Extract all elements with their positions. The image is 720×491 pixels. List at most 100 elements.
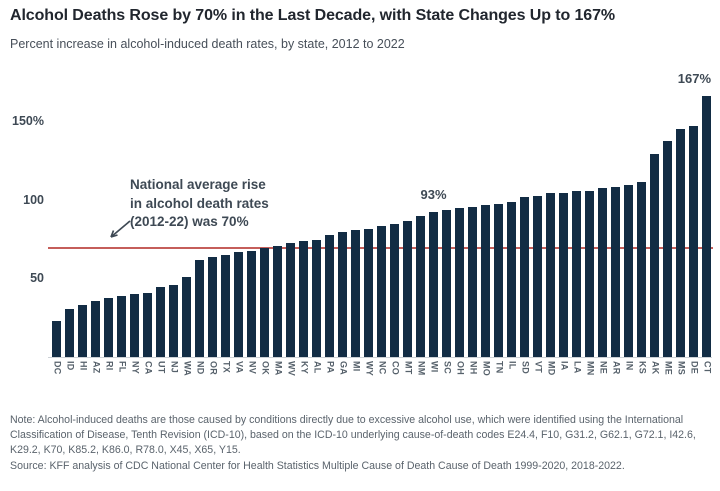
bar-CA (143, 292, 152, 357)
bar-DC (52, 321, 61, 357)
bar-MI (351, 230, 360, 357)
x-axis-label-WV: WV (286, 361, 297, 377)
bar-SC (442, 210, 451, 357)
x-axis-label-DC: DC (52, 361, 63, 375)
bar-IN (624, 184, 633, 357)
plot-area: 93% 167% (48, 71, 713, 357)
bar-NY (130, 294, 139, 357)
y-axis-tick-50: 50 (30, 270, 44, 285)
y-axis-tick-100: 100 (23, 192, 44, 207)
y-axis-tick-150: 150% (12, 114, 44, 129)
x-axis-label-CO: CO (390, 361, 401, 376)
bar-value-label-CT: 167% (677, 70, 711, 86)
x-axis-label-MT: MT (403, 361, 414, 375)
x-axis-label-NV: NV (247, 361, 258, 375)
bar-ID (65, 308, 74, 357)
x-axis-label-NH: NH (468, 361, 479, 375)
x-axis-line (48, 357, 712, 358)
bar-WY (364, 228, 373, 357)
x-axis-label-MO: MO (481, 361, 492, 377)
x-axis-label-MS: MS (676, 361, 687, 376)
bar-MN (585, 191, 594, 357)
x-axis-label-VT: VT (533, 361, 544, 374)
x-axis-label-PA: PA (325, 361, 336, 374)
x-axis-label-WY: WY (364, 361, 375, 377)
x-axis-label-OR: OR (208, 361, 219, 376)
x-axis-label-ME: ME (663, 361, 674, 376)
x-axis-label-NY: NY (130, 361, 141, 375)
bar-HI (78, 305, 87, 357)
bar-WV (286, 242, 295, 357)
bar-AK (650, 153, 659, 357)
bar-NH (468, 206, 477, 357)
bar-AR (611, 186, 620, 357)
x-axis-label-ID: ID (65, 361, 76, 371)
bar-MT (403, 220, 412, 357)
bar-MD (546, 192, 555, 357)
x-axis-label-MI: MI (351, 361, 362, 372)
x-axis-label-NM: NM (416, 361, 427, 376)
bar-AL (312, 239, 321, 357)
x-axis-label-HI: HI (78, 361, 89, 371)
chart-subtitle: Percent increase in alcohol-induced deat… (10, 37, 405, 51)
annotation-line-1: National average rise (130, 177, 266, 192)
bar-CT (702, 95, 711, 357)
chart-title: Alcohol Deaths Rose by 70% in the Last D… (10, 7, 615, 24)
x-axis-label-VA: VA (234, 361, 245, 374)
bar-NV (247, 250, 256, 357)
x-axis-label-MD: MD (546, 361, 557, 376)
x-axis-label-IN: IN (624, 361, 635, 371)
bar-MO (481, 205, 490, 357)
bar-GA (338, 231, 347, 357)
annotation-callout: National average rise in alcohol death r… (130, 176, 269, 232)
x-axis-label-NJ: NJ (169, 361, 180, 374)
x-axis-label-RI: RI (104, 361, 115, 371)
bar-IA (559, 192, 568, 357)
x-axis-label-CA: CA (143, 361, 154, 375)
annotation-arrow-icon (110, 220, 131, 238)
bar-TN (494, 203, 503, 357)
x-axis-label-OK: OK (260, 361, 271, 376)
x-axis-label-KY: KY (299, 361, 310, 375)
bar-WI (429, 211, 438, 357)
bar-WA (182, 277, 191, 357)
bar-DE (689, 125, 698, 357)
x-axis-label-IA: IA (559, 361, 570, 371)
bar-LA (572, 191, 581, 357)
x-axis-label-AZ: AZ (91, 361, 102, 374)
bar-MA (273, 245, 282, 357)
bar-VA (234, 252, 243, 357)
x-axis-label-SC: SC (442, 361, 453, 375)
bar-AZ (91, 300, 100, 357)
x-axis-label-TN: TN (494, 361, 505, 374)
x-axis-label-SD: SD (520, 361, 531, 375)
bar-MS (676, 128, 685, 357)
bar-RI (104, 297, 113, 357)
bar-PA (325, 235, 334, 357)
x-axis-label-WI: WI (429, 361, 440, 373)
x-axis: DC ID HI AZ RI FL NY CA UT NJ WA ND OR TX VA NV OK MA WV KY… (52, 361, 716, 389)
x-axis-label-WA: WA (182, 361, 193, 377)
annotation-line-3: (2012-22) was 70% (130, 214, 249, 229)
x-axis-label-LA: LA (572, 361, 583, 374)
bar-OK (260, 247, 269, 357)
x-axis-label-UT: UT (156, 361, 167, 374)
bar-ME (663, 141, 672, 357)
note-text: Note: Alcohol-induced deaths are those c… (10, 414, 696, 456)
bar-ND (195, 260, 204, 357)
annotation-line-2: in alcohol death rates (130, 195, 269, 211)
bar-VT (533, 195, 542, 357)
x-axis-label-TX: TX (221, 361, 232, 374)
bar-IL (507, 202, 516, 357)
x-axis-label-GA: GA (338, 361, 349, 376)
bar-SD (520, 197, 529, 357)
x-axis-label-FL: FL (117, 361, 128, 373)
bar-value-label-WI: 93% (420, 186, 447, 202)
bar-NJ (169, 285, 178, 357)
x-axis-label-AL: AL (312, 361, 323, 374)
x-axis-label-IL: IL (507, 361, 518, 370)
x-axis-label-AK: AK (650, 361, 661, 375)
x-axis-label-CT: CT (702, 361, 713, 374)
bar-KY (299, 241, 308, 357)
bar-FL (117, 296, 126, 357)
